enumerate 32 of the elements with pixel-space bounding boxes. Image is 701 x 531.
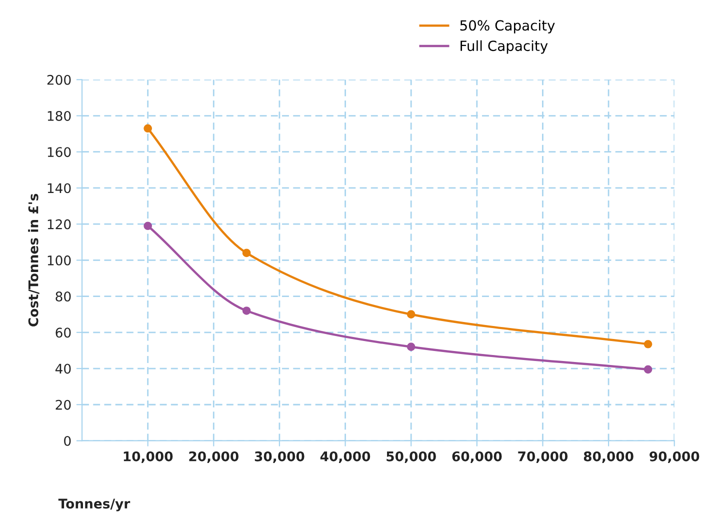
y-tick-label: 160 <box>48 147 71 158</box>
y-axis-title: Cost/Tonnes in £'s <box>28 194 40 326</box>
x-tick-label: 50,000 <box>386 451 436 464</box>
y-tick-label: 60 <box>56 328 71 338</box>
legend-label: Full Capacity <box>460 40 548 54</box>
x-tick-label: 10,000 <box>124 451 173 464</box>
x-tick-label: 90,000 <box>650 451 700 464</box>
x-axis-title: Tonnes/yr <box>58 498 130 512</box>
y-tick-label: 20 <box>56 400 71 410</box>
point <box>406 342 416 352</box>
x-tick-label: 70,000 <box>518 451 568 464</box>
point <box>144 124 152 133</box>
x-tick-label: 80,000 <box>584 451 634 464</box>
y-tick-label: 0 <box>64 436 71 446</box>
point <box>406 310 416 319</box>
y-tick-label: 80 <box>56 292 71 302</box>
x-tick-label: 60,000 <box>452 451 502 464</box>
point <box>242 248 251 258</box>
x-tick-label: 40,000 <box>320 451 370 464</box>
y-tick-label: 100 <box>48 255 71 266</box>
legend-label: 50% Capacity <box>460 20 555 34</box>
y-tick-label: 40 <box>55 364 71 374</box>
point <box>144 222 152 230</box>
y-tick-label: 120 <box>48 219 71 230</box>
x-tick-label: 20,000 <box>189 451 238 464</box>
point <box>644 365 652 374</box>
y-tick-label: 140 <box>48 183 71 194</box>
point <box>242 306 251 315</box>
y-tick-label: 200 <box>47 74 71 85</box>
y-tick-label: 180 <box>48 110 71 121</box>
x-tick-label: 30,000 <box>254 451 304 464</box>
point <box>644 340 652 348</box>
